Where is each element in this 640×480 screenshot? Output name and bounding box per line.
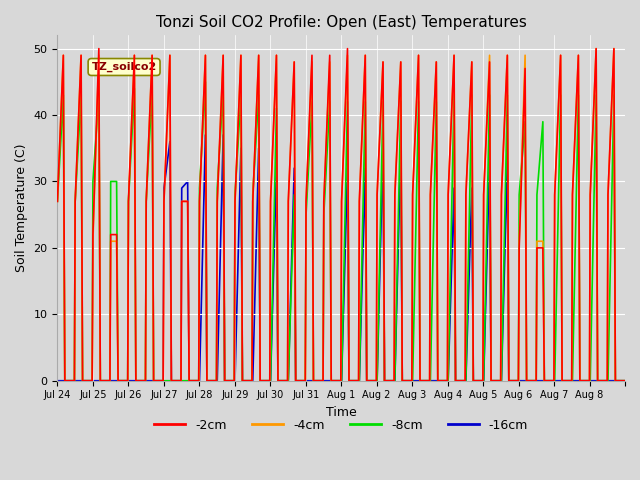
Y-axis label: Soil Temperature (C): Soil Temperature (C) <box>15 144 28 272</box>
Legend: -2cm, -4cm, -8cm, -16cm: -2cm, -4cm, -8cm, -16cm <box>149 414 533 437</box>
Title: Tonzi Soil CO2 Profile: Open (East) Temperatures: Tonzi Soil CO2 Profile: Open (East) Temp… <box>156 15 527 30</box>
X-axis label: Time: Time <box>326 406 356 419</box>
Text: TZ_soilco2: TZ_soilco2 <box>92 62 157 72</box>
